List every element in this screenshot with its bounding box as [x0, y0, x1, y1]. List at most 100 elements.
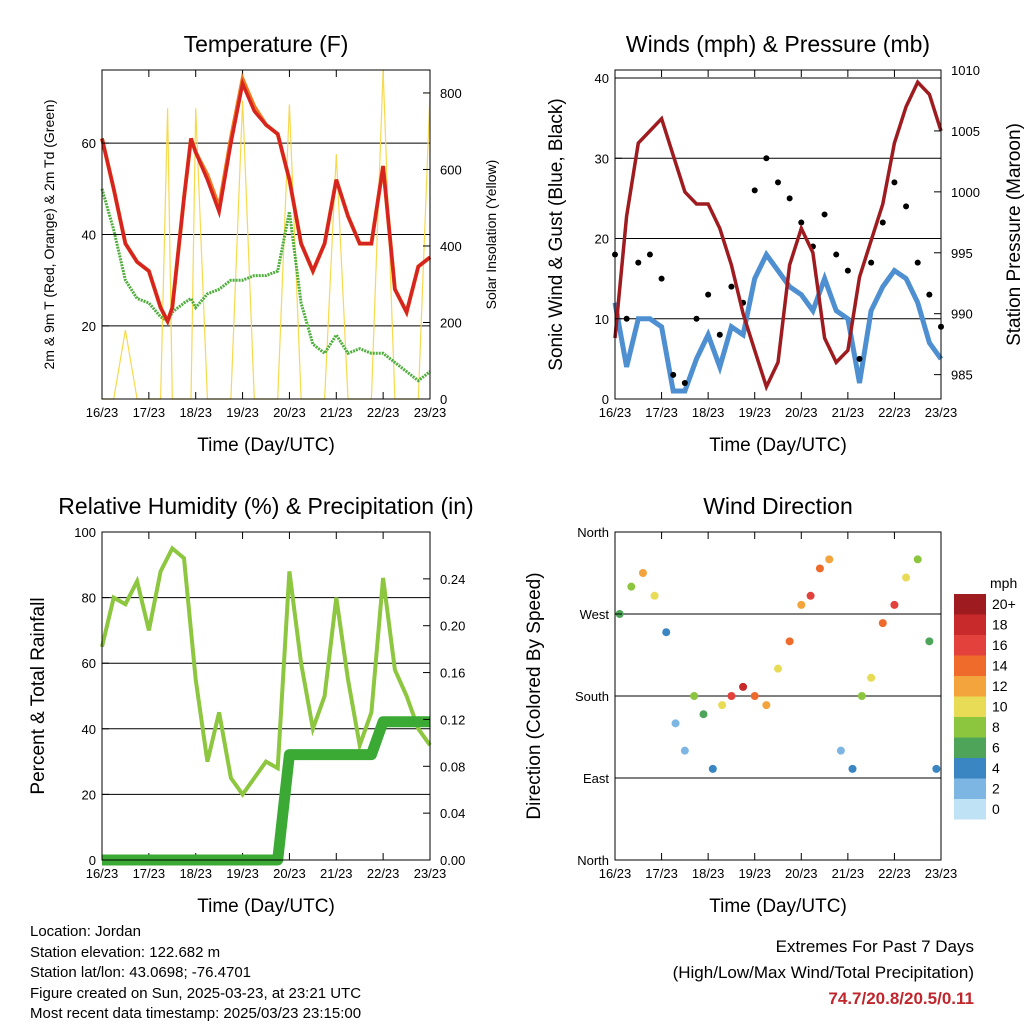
- direction-point: [890, 600, 899, 609]
- x-tick-label: 20/23: [273, 405, 306, 420]
- location-text: Location: Jordan: [30, 923, 141, 940]
- x-tick-label: 17/23: [645, 866, 678, 881]
- direction-point: [785, 637, 794, 646]
- gust-point: [844, 267, 851, 274]
- gust-point: [623, 315, 630, 322]
- gust-point: [646, 251, 653, 258]
- x-tick-label: 21/23: [320, 405, 353, 420]
- series-2m-t: [100, 77, 432, 326]
- y-tick-label: 0.04: [440, 806, 465, 821]
- x-tick-label: 22/23: [367, 405, 400, 420]
- y-tick-label: 20: [82, 319, 96, 334]
- x-axis-label: Time (Day/UTC): [197, 896, 335, 917]
- y-tick-label: 0.12: [440, 712, 465, 727]
- y-tick-label: 0: [440, 392, 447, 407]
- direction-point: [638, 569, 647, 577]
- direction-point: [932, 764, 941, 773]
- y-tick-label: 200: [440, 315, 462, 330]
- x-tick-label: 20/23: [273, 866, 306, 881]
- gust-point: [681, 379, 688, 386]
- gust-point: [635, 259, 642, 266]
- x-tick-label: 20/23: [785, 405, 818, 420]
- colorbar-label: 0: [992, 801, 1000, 817]
- gust-point: [926, 291, 933, 298]
- x-tick-label: 19/23: [226, 405, 259, 420]
- y-tick-label: 800: [440, 86, 462, 101]
- direction-point: [650, 591, 659, 600]
- y-tick-label: West: [580, 607, 610, 622]
- x-tick-label: 19/23: [738, 866, 771, 881]
- x-tick-label: 22/23: [878, 866, 911, 881]
- y-tick-label: 40: [82, 722, 96, 737]
- direction-point: [680, 746, 689, 755]
- extremes-title: Extremes For Past 7 Days: [775, 937, 974, 956]
- y-tick-label: 1010: [951, 63, 980, 78]
- gust-point: [751, 187, 758, 194]
- y-tick-label: 20: [595, 232, 609, 247]
- y-axis-label: 2m & 9m T (Red, Orange) & 2m Td (Green): [41, 100, 57, 370]
- direction-point: [718, 701, 727, 710]
- gust-point: [903, 203, 910, 210]
- plot-frame: [101, 531, 431, 861]
- x-tick-label: 23/23: [414, 866, 447, 881]
- gust-point: [658, 275, 665, 282]
- x-tick-label: 17/23: [645, 405, 678, 420]
- recent-data-text: Most recent data timestamp: 2025/03/23 2…: [30, 1005, 362, 1022]
- x-tick-label: 22/23: [367, 866, 400, 881]
- colorbar-label: 2: [992, 781, 1000, 797]
- panel-4: Wind Direction 16/23 17/23 18/23 19/23 20/23 2…: [524, 493, 1017, 917]
- gust-point: [856, 355, 863, 362]
- y-tick-label: 0: [602, 392, 609, 407]
- colorbar-swatch: [954, 655, 986, 676]
- x-tick-label: 16/23: [599, 866, 632, 881]
- extremes-values: 74.7/20.8/20.5/0.11: [828, 989, 974, 1008]
- gust-point: [798, 219, 805, 226]
- gust-point: [821, 211, 828, 218]
- x-tick-label: 22/23: [878, 405, 911, 420]
- x-tick-label: 17/23: [133, 405, 166, 420]
- gust-point: [868, 259, 875, 266]
- gust-point: [670, 371, 677, 378]
- panel-title: Winds (mph) & Pressure (mb): [626, 31, 930, 57]
- created-text: Figure created on Sun, 2025-03-23, at 23…: [30, 984, 362, 1002]
- colorbar-label: 4: [992, 760, 1000, 776]
- colorbar-label: 18: [992, 617, 1008, 633]
- series-2m-td: [100, 188, 431, 383]
- y-axis-label: Direction (Colored By Speed): [524, 572, 545, 819]
- x-tick-label: 17/23: [133, 866, 166, 881]
- gust-point: [705, 291, 712, 298]
- x-tick-label: 21/23: [832, 405, 865, 420]
- series-precip: [102, 716, 430, 866]
- x-tick-label: 18/23: [692, 405, 725, 420]
- y-tick-label: 40: [595, 71, 609, 86]
- latlon-text: Station lat/lon: 43.0698; -76.4701: [30, 964, 252, 981]
- y-tick-label: 40: [82, 228, 96, 243]
- series-9m-t: [100, 72, 432, 327]
- x-tick-label: 23/23: [414, 405, 447, 420]
- direction-point: [671, 719, 680, 728]
- elevation-text: Station elevation: 122.682 m: [30, 943, 221, 961]
- colorbar-label: 8: [992, 719, 1000, 735]
- colorbar-title: mph: [990, 575, 1017, 591]
- colorbar-swatch: [954, 799, 986, 820]
- gust-point: [693, 315, 700, 322]
- direction-point: [690, 692, 699, 700]
- direction-point: [699, 710, 708, 719]
- direction-point: [739, 682, 748, 691]
- panel-title: Relative Humidity (%) & Precipitation (i…: [58, 493, 473, 519]
- direction-point: [825, 555, 834, 564]
- x-tick-label: 23/23: [925, 866, 958, 881]
- y-tick-label: 0: [89, 853, 96, 868]
- y-axis-label: Sonic Wind & Gust (Blue, Black): [546, 98, 567, 370]
- y-tick-label: South: [575, 689, 609, 704]
- series-pressure: [613, 79, 943, 392]
- direction-point: [867, 673, 876, 682]
- y-tick-label: 0.00: [440, 853, 465, 868]
- series-wind: [612, 249, 944, 394]
- direction-point: [727, 692, 736, 700]
- direction-point: [662, 628, 671, 637]
- colorbar-swatch: [954, 635, 986, 656]
- colorbar-swatch: [954, 696, 986, 717]
- colorbar-label: 14: [992, 658, 1008, 674]
- direction-point: [750, 692, 759, 700]
